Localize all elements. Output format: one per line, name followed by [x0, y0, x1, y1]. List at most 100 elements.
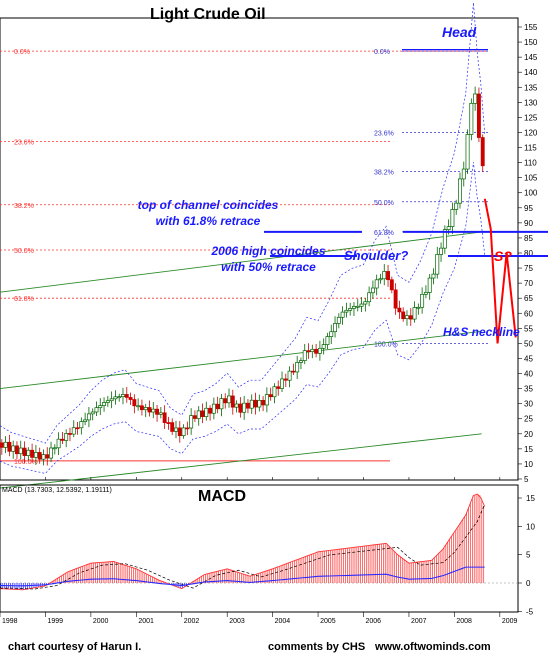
price-tick-label: 55: [524, 324, 533, 333]
candle-body: [105, 400, 110, 403]
candle-body: [56, 438, 61, 449]
candle-body: [344, 309, 349, 313]
price-panel: 1551501451401351301251201151101051009590…: [0, 2, 548, 489]
price-tick-label: 20: [524, 430, 533, 439]
channel-note-line2: with 61.8% retrace: [155, 214, 261, 228]
candle-body: [26, 449, 31, 456]
candle-body: [86, 413, 91, 421]
price-tick-label: 95: [524, 204, 533, 213]
candle-body: [268, 394, 273, 398]
fib-left-label: 50.0%: [14, 248, 34, 255]
candle-body: [52, 447, 57, 450]
s-question-label: S?: [494, 248, 512, 264]
candle-body: [352, 306, 356, 309]
channel-note: top of channel coincides with 61.8% retr…: [118, 197, 298, 229]
candle-body: [446, 226, 451, 230]
price-tick-label: 120: [524, 128, 538, 137]
candle-body: [177, 427, 182, 437]
candle-body: [230, 395, 235, 408]
price-tick-label: 85: [524, 234, 533, 243]
candle-body: [22, 447, 27, 456]
candle-body: [98, 405, 103, 409]
price-tick-label: 15: [524, 445, 533, 454]
candle-body: [68, 433, 72, 435]
neckline-label: H&S neckline: [443, 325, 520, 339]
candle-body: [348, 308, 353, 311]
candle-body: [427, 277, 432, 293]
candle-body: [378, 278, 383, 281]
candle-body: [143, 407, 148, 411]
candle-body: [234, 403, 239, 408]
candle-body: [196, 410, 201, 419]
price-tick-label: 140: [524, 68, 538, 77]
price-tick-label: 80: [524, 249, 533, 258]
candle-body: [249, 399, 254, 409]
candle-body: [132, 399, 137, 407]
macd-tick-label: 15: [526, 494, 535, 503]
candle-body: [367, 292, 372, 303]
candle-body: [314, 348, 319, 354]
candle-body: [291, 370, 296, 373]
fib-right-label: 0.0%: [374, 49, 390, 56]
price-tick-label: 45: [524, 354, 533, 363]
macd-legend: MACD (13.7303, 12.5392, 1.19111): [2, 487, 112, 494]
bollinger-lower: [0, 162, 486, 474]
fib-left-label: 0.0%: [14, 49, 30, 56]
footer-credit: chart courtesy of Harun I.: [8, 641, 142, 653]
candle-body: [64, 433, 69, 441]
candle-body: [306, 350, 311, 353]
high2006-note: 2006 high coincides with 50% retrace: [196, 243, 341, 275]
candle-body: [302, 350, 307, 361]
candle-body: [219, 398, 224, 410]
candle-body: [261, 400, 266, 406]
candle-body: [412, 307, 417, 320]
candle-body: [435, 254, 440, 275]
candle-body: [253, 399, 258, 408]
candle-body: [450, 209, 455, 227]
candle-body: [162, 412, 167, 423]
candle-body: [465, 134, 470, 170]
fib-right-label: 100.0%: [374, 341, 398, 348]
candle-body: [33, 452, 38, 458]
price-tick-label: 25: [524, 415, 533, 424]
projection-path: [483, 198, 517, 344]
chart-title: Light Crude Oil: [150, 6, 266, 23]
candle-body: [181, 427, 186, 437]
footer-url: www.oftwominds.com: [375, 641, 491, 653]
candle-body: [389, 279, 394, 291]
candle-body: [473, 93, 478, 104]
candle-body: [117, 396, 122, 399]
fib-left-label: 23.6%: [14, 140, 34, 147]
candle-body: [223, 398, 228, 404]
candle-body: [280, 378, 284, 389]
head-label: Head: [442, 24, 477, 40]
fib-right-label: 61.8%: [374, 230, 394, 237]
price-tick-label: 130: [524, 98, 538, 107]
candle-body: [257, 400, 262, 408]
candle-body: [238, 403, 243, 413]
candle-body: [276, 386, 281, 389]
x-tick-label: 1998: [2, 618, 18, 625]
candle-body: [0, 442, 4, 448]
candle-body: [295, 362, 300, 373]
price-panel-frame: [0, 17, 519, 481]
candle-body: [102, 402, 107, 406]
candle-body: [113, 396, 118, 400]
x-tick-label: 2005: [320, 618, 336, 625]
candle-body: [461, 168, 466, 180]
candle-body: [355, 305, 360, 308]
price-tick-label: 125: [524, 113, 538, 122]
price-tick-label: 5: [524, 475, 529, 484]
price-tick-label: 40: [524, 370, 533, 379]
candle-body: [158, 412, 163, 415]
candle-body: [174, 427, 178, 432]
candle-body: [374, 279, 379, 289]
candle-body: [333, 323, 337, 333]
candle-body: [480, 137, 485, 167]
candle-body: [382, 271, 387, 280]
candle-body: [139, 405, 144, 411]
candle-body: [386, 271, 390, 281]
candle-body: [75, 427, 80, 430]
macd-panel-frame: [0, 484, 519, 613]
